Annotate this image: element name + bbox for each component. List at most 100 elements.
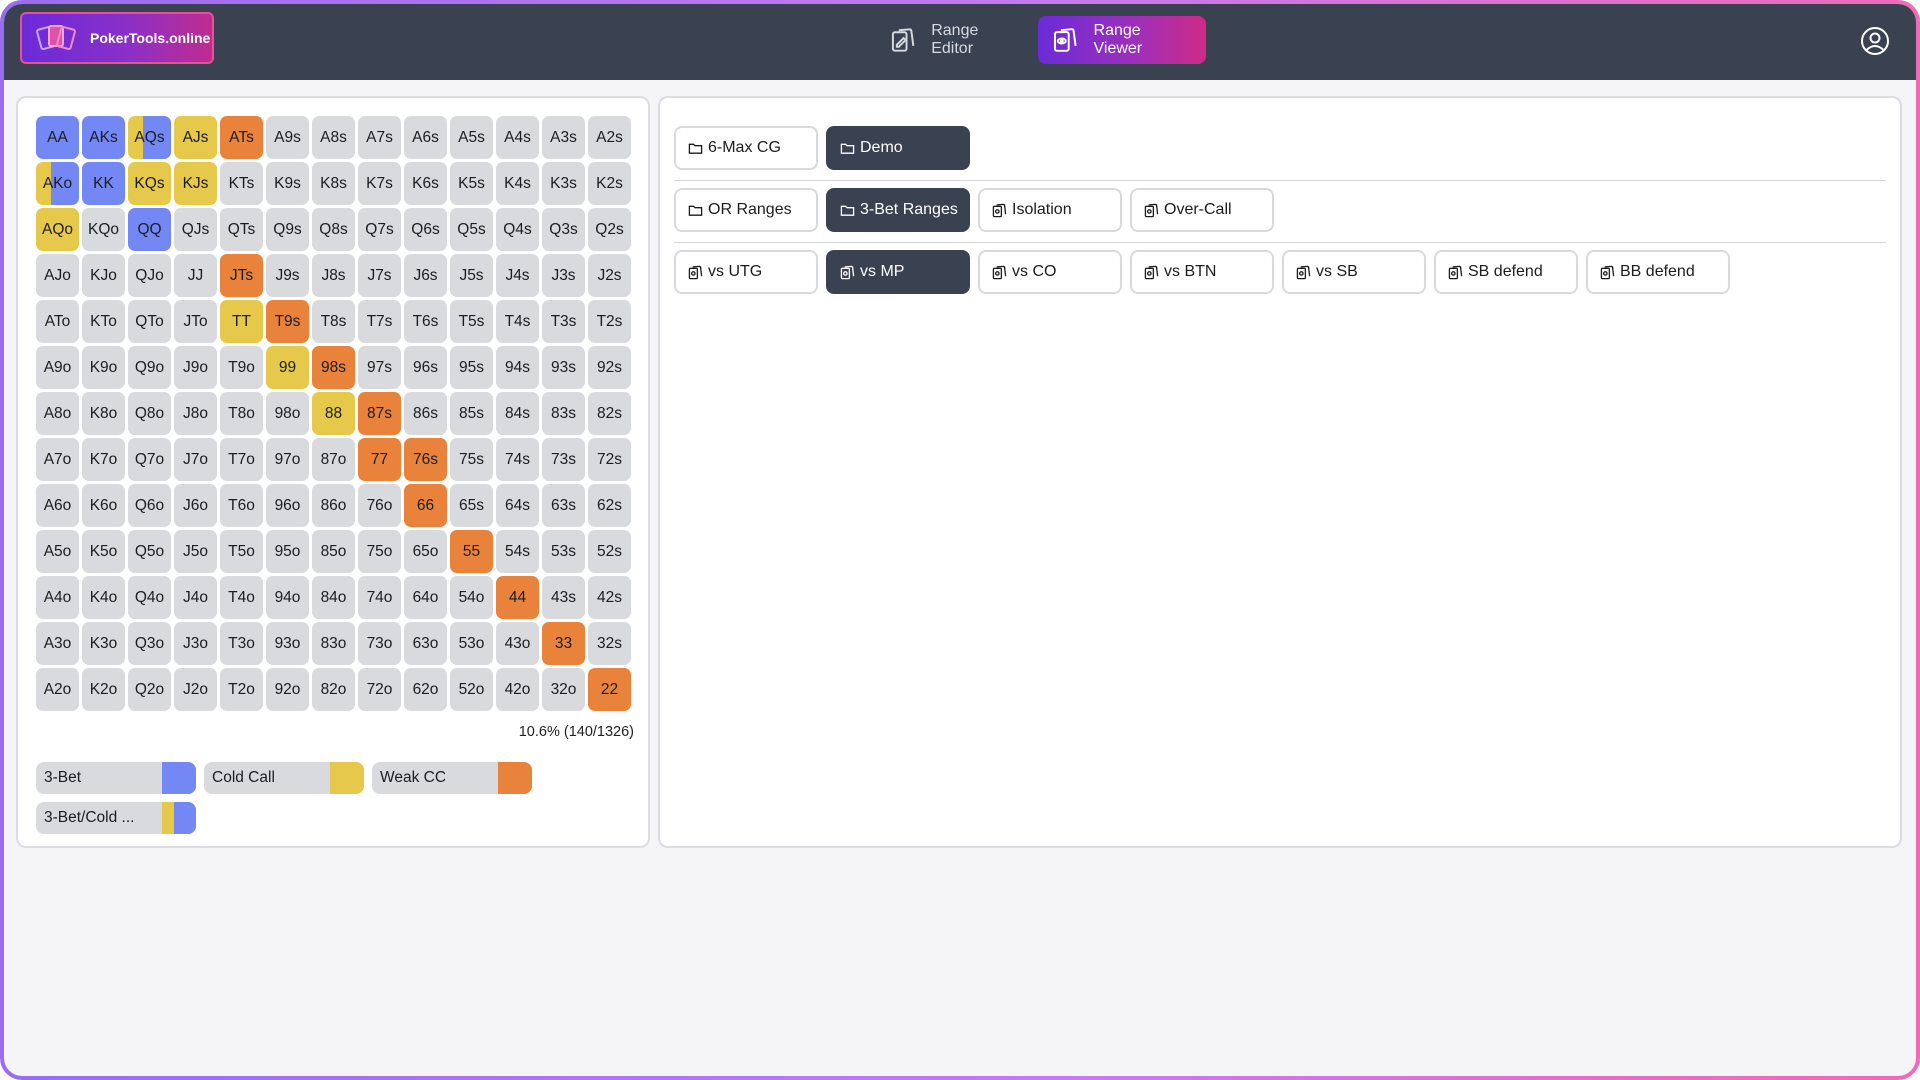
range-button-vs-mp[interactable]: vs MP xyxy=(826,250,970,294)
hand-cell-87s[interactable]: 87s xyxy=(358,392,401,435)
hand-cell-75o[interactable]: 75o xyxy=(358,530,401,573)
hand-cell-Q7s[interactable]: Q7s xyxy=(358,208,401,251)
hand-cell-K6s[interactable]: K6s xyxy=(404,162,447,205)
hand-cell-J6s[interactable]: J6s xyxy=(404,254,447,297)
hand-cell-A4o[interactable]: A4o xyxy=(36,576,79,619)
hand-cell-QJo[interactable]: QJo xyxy=(128,254,171,297)
hand-cell-66[interactable]: 66 xyxy=(404,484,447,527)
hand-cell-75s[interactable]: 75s xyxy=(450,438,493,481)
legend-item[interactable]: Weak CC xyxy=(372,762,532,794)
hand-cell-A3s[interactable]: A3s xyxy=(542,116,585,159)
hand-cell-T5s[interactable]: T5s xyxy=(450,300,493,343)
hand-cell-ATs[interactable]: ATs xyxy=(220,116,263,159)
hand-cell-K6o[interactable]: K6o xyxy=(82,484,125,527)
hand-cell-T3s[interactable]: T3s xyxy=(542,300,585,343)
hand-cell-Q3s[interactable]: Q3s xyxy=(542,208,585,251)
hand-cell-Q2o[interactable]: Q2o xyxy=(128,668,171,711)
hand-cell-99[interactable]: 99 xyxy=(266,346,309,389)
hand-cell-T5o[interactable]: T5o xyxy=(220,530,263,573)
folder-button-6-max-cg[interactable]: 6-Max CG xyxy=(674,126,818,170)
hand-cell-J3o[interactable]: J3o xyxy=(174,622,217,665)
hand-cell-J5s[interactable]: J5s xyxy=(450,254,493,297)
hand-cell-T2o[interactable]: T2o xyxy=(220,668,263,711)
hand-cell-KTs[interactable]: KTs xyxy=(220,162,263,205)
hand-cell-QTo[interactable]: QTo xyxy=(128,300,171,343)
hand-cell-A2o[interactable]: A2o xyxy=(36,668,79,711)
hand-cell-97s[interactable]: 97s xyxy=(358,346,401,389)
hand-cell-K8s[interactable]: K8s xyxy=(312,162,355,205)
hand-cell-JJ[interactable]: JJ xyxy=(174,254,217,297)
hand-cell-J7s[interactable]: J7s xyxy=(358,254,401,297)
folder-button-demo[interactable]: Demo xyxy=(826,126,970,170)
hand-cell-76s[interactable]: 76s xyxy=(404,438,447,481)
hand-cell-A9s[interactable]: A9s xyxy=(266,116,309,159)
hand-cell-43s[interactable]: 43s xyxy=(542,576,585,619)
hand-cell-J8o[interactable]: J8o xyxy=(174,392,217,435)
hand-cell-65o[interactable]: 65o xyxy=(404,530,447,573)
hand-cell-Q2s[interactable]: Q2s xyxy=(588,208,631,251)
hand-cell-T7s[interactable]: T7s xyxy=(358,300,401,343)
folder-button-or-ranges[interactable]: OR Ranges xyxy=(674,188,818,232)
hand-cell-94o[interactable]: 94o xyxy=(266,576,309,619)
hand-cell-Q5s[interactable]: Q5s xyxy=(450,208,493,251)
hand-cell-64s[interactable]: 64s xyxy=(496,484,539,527)
hand-cell-TT[interactable]: TT xyxy=(220,300,263,343)
hand-cell-T6s[interactable]: T6s xyxy=(404,300,447,343)
hand-cell-94s[interactable]: 94s xyxy=(496,346,539,389)
hand-cell-95s[interactable]: 95s xyxy=(450,346,493,389)
hand-cell-Q5o[interactable]: Q5o xyxy=(128,530,171,573)
hand-cell-K7o[interactable]: K7o xyxy=(82,438,125,481)
hand-cell-52s[interactable]: 52s xyxy=(588,530,631,573)
hand-cell-A5s[interactable]: A5s xyxy=(450,116,493,159)
hand-cell-T9o[interactable]: T9o xyxy=(220,346,263,389)
hand-cell-77[interactable]: 77 xyxy=(358,438,401,481)
hand-cell-A3o[interactable]: A3o xyxy=(36,622,79,665)
hand-cell-42o[interactable]: 42o xyxy=(496,668,539,711)
hand-cell-63s[interactable]: 63s xyxy=(542,484,585,527)
hand-cell-QTs[interactable]: QTs xyxy=(220,208,263,251)
range-button-bb-defend[interactable]: BB defend xyxy=(1586,250,1730,294)
hand-cell-98s[interactable]: 98s xyxy=(312,346,355,389)
hand-cell-AJo[interactable]: AJo xyxy=(36,254,79,297)
hand-cell-K3o[interactable]: K3o xyxy=(82,622,125,665)
range-button-over-call[interactable]: Over-Call xyxy=(1130,188,1274,232)
hand-cell-ATo[interactable]: ATo xyxy=(36,300,79,343)
legend-item[interactable]: Cold Call xyxy=(204,762,364,794)
hand-cell-83s[interactable]: 83s xyxy=(542,392,585,435)
hand-cell-T9s[interactable]: T9s xyxy=(266,300,309,343)
hand-cell-53o[interactable]: 53o xyxy=(450,622,493,665)
hand-cell-A2s[interactable]: A2s xyxy=(588,116,631,159)
hand-cell-Q4s[interactable]: Q4s xyxy=(496,208,539,251)
range-button-vs-co[interactable]: vs CO xyxy=(978,250,1122,294)
hand-cell-86o[interactable]: 86o xyxy=(312,484,355,527)
hand-cell-J4s[interactable]: J4s xyxy=(496,254,539,297)
hand-cell-82s[interactable]: 82s xyxy=(588,392,631,435)
range-button-vs-btn[interactable]: vs BTN xyxy=(1130,250,1274,294)
hand-cell-52o[interactable]: 52o xyxy=(450,668,493,711)
hand-cell-A7s[interactable]: A7s xyxy=(358,116,401,159)
hand-cell-KJs[interactable]: KJs xyxy=(174,162,217,205)
hand-cell-AKo[interactable]: AKo xyxy=(36,162,79,205)
range-button-vs-sb[interactable]: vs SB xyxy=(1282,250,1426,294)
hand-cell-Q8s[interactable]: Q8s xyxy=(312,208,355,251)
hand-cell-AQo[interactable]: AQo xyxy=(36,208,79,251)
hand-cell-Q9s[interactable]: Q9s xyxy=(266,208,309,251)
hand-cell-K5o[interactable]: K5o xyxy=(82,530,125,573)
hand-cell-88[interactable]: 88 xyxy=(312,392,355,435)
hand-cell-J8s[interactable]: J8s xyxy=(312,254,355,297)
hand-cell-64o[interactable]: 64o xyxy=(404,576,447,619)
hand-cell-K3s[interactable]: K3s xyxy=(542,162,585,205)
hand-cell-J5o[interactable]: J5o xyxy=(174,530,217,573)
hand-cell-J9s[interactable]: J9s xyxy=(266,254,309,297)
hand-cell-J6o[interactable]: J6o xyxy=(174,484,217,527)
hand-cell-85o[interactable]: 85o xyxy=(312,530,355,573)
range-button-vs-utg[interactable]: vs UTG xyxy=(674,250,818,294)
hand-cell-Q9o[interactable]: Q9o xyxy=(128,346,171,389)
hand-cell-J9o[interactable]: J9o xyxy=(174,346,217,389)
hand-cell-QJs[interactable]: QJs xyxy=(174,208,217,251)
hand-cell-Q3o[interactable]: Q3o xyxy=(128,622,171,665)
hand-cell-95o[interactable]: 95o xyxy=(266,530,309,573)
hand-cell-T7o[interactable]: T7o xyxy=(220,438,263,481)
brand-logo[interactable]: PokerTools.online xyxy=(20,12,214,64)
hand-cell-53s[interactable]: 53s xyxy=(542,530,585,573)
